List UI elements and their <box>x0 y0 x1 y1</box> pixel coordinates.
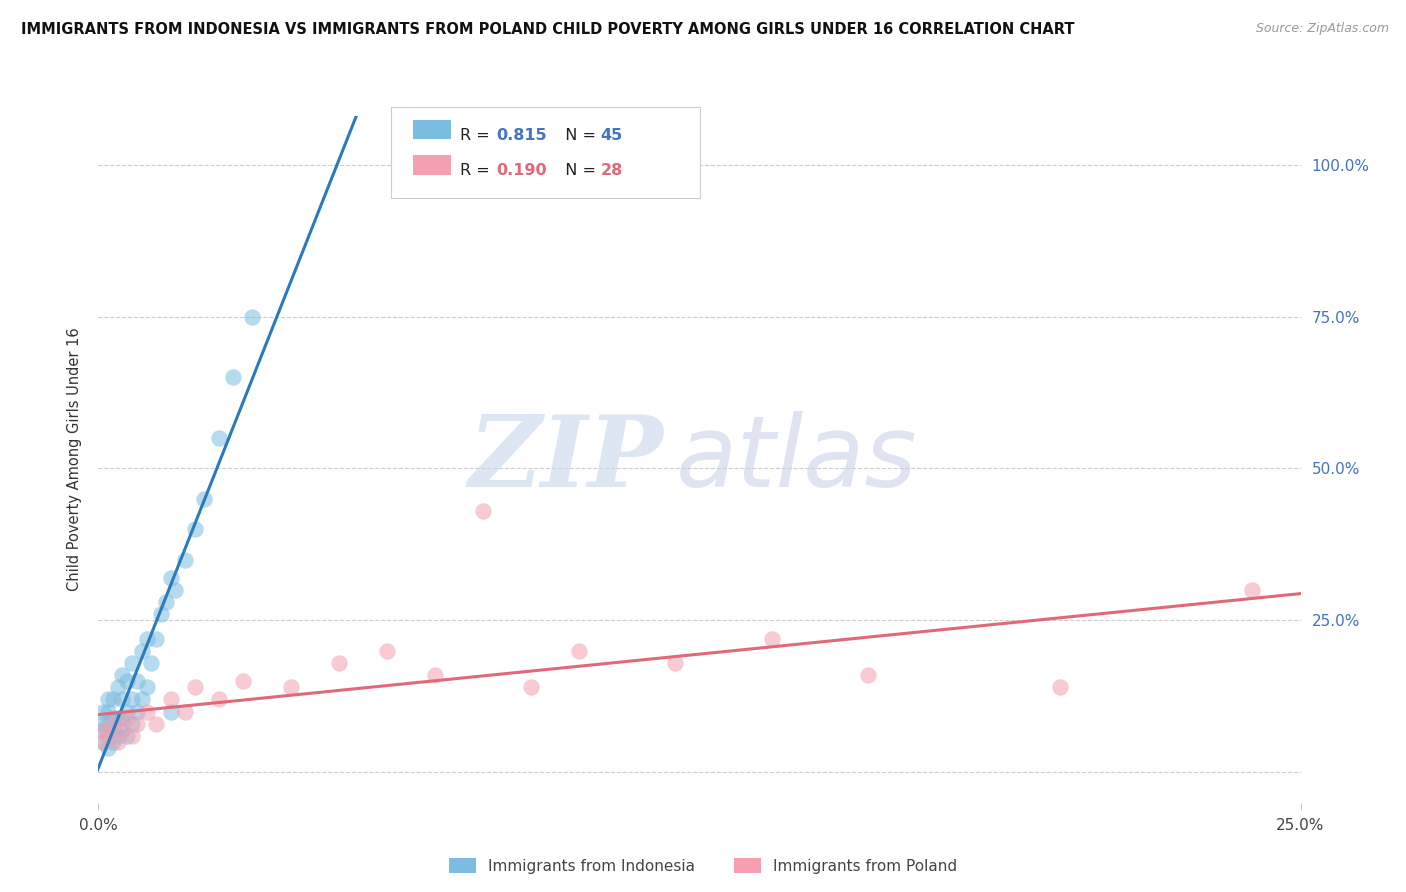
Point <box>165 583 187 598</box>
Point <box>101 692 124 706</box>
Point <box>280 681 302 695</box>
Text: R =: R = <box>460 163 495 178</box>
Point <box>761 632 783 646</box>
Point <box>141 656 163 670</box>
Point <box>111 692 134 706</box>
Point <box>101 735 124 749</box>
Point <box>1049 681 1071 695</box>
Point <box>101 723 124 737</box>
Point <box>145 632 167 646</box>
Point <box>664 656 686 670</box>
Point <box>97 729 120 743</box>
Point <box>240 310 263 324</box>
Point <box>183 681 205 695</box>
Point <box>107 681 129 695</box>
Point <box>328 656 350 670</box>
Point <box>97 716 120 731</box>
Legend: Immigrants from Indonesia, Immigrants from Poland: Immigrants from Indonesia, Immigrants fr… <box>443 852 963 880</box>
Point <box>125 705 148 719</box>
Point <box>174 705 197 719</box>
Point <box>520 681 543 695</box>
Point <box>101 711 124 725</box>
Point <box>111 723 134 737</box>
Point <box>125 716 148 731</box>
Point <box>111 668 134 682</box>
Point <box>131 644 153 658</box>
Text: 0.815: 0.815 <box>496 128 547 143</box>
Text: 0.190: 0.190 <box>496 163 547 178</box>
Point <box>183 522 205 536</box>
Point <box>107 729 129 743</box>
Point <box>91 735 114 749</box>
Point <box>101 716 124 731</box>
Text: N =: N = <box>555 163 602 178</box>
Text: 45: 45 <box>600 128 623 143</box>
Text: atlas: atlas <box>675 411 917 508</box>
Point <box>121 692 143 706</box>
Point <box>423 668 446 682</box>
Text: Source: ZipAtlas.com: Source: ZipAtlas.com <box>1256 22 1389 36</box>
Point <box>107 735 129 749</box>
Point <box>856 668 879 682</box>
Point <box>472 504 495 518</box>
Point <box>97 705 120 719</box>
Point <box>117 711 139 725</box>
Point <box>208 431 231 445</box>
Point <box>375 644 398 658</box>
Text: N =: N = <box>555 128 602 143</box>
Point <box>121 729 143 743</box>
Point <box>125 674 148 689</box>
Point <box>149 607 172 622</box>
Y-axis label: Child Poverty Among Girls Under 16: Child Poverty Among Girls Under 16 <box>67 327 83 591</box>
Point <box>174 552 197 566</box>
Point <box>159 571 181 585</box>
Point <box>135 681 157 695</box>
Point <box>97 741 120 756</box>
Point <box>107 711 129 725</box>
Text: R =: R = <box>460 128 495 143</box>
Point <box>1241 583 1264 598</box>
Point <box>159 692 181 706</box>
Point <box>91 735 114 749</box>
Point <box>117 674 139 689</box>
Point <box>121 716 143 731</box>
Point <box>155 595 177 609</box>
Point <box>145 716 167 731</box>
Point <box>91 723 114 737</box>
Point <box>97 692 120 706</box>
Point <box>208 692 231 706</box>
Point <box>91 705 114 719</box>
Point <box>193 491 215 506</box>
Point <box>159 705 181 719</box>
Point <box>111 711 134 725</box>
Point <box>97 729 120 743</box>
Point <box>135 705 157 719</box>
Text: ZIP: ZIP <box>468 411 664 508</box>
Text: IMMIGRANTS FROM INDONESIA VS IMMIGRANTS FROM POLAND CHILD POVERTY AMONG GIRLS UN: IMMIGRANTS FROM INDONESIA VS IMMIGRANTS … <box>21 22 1074 37</box>
Point <box>117 729 139 743</box>
Point <box>222 370 245 384</box>
Point <box>111 723 134 737</box>
Point <box>135 632 157 646</box>
Point <box>121 656 143 670</box>
Point <box>232 674 254 689</box>
Point <box>91 716 114 731</box>
Point <box>131 692 153 706</box>
Point <box>91 723 114 737</box>
Text: 28: 28 <box>600 163 623 178</box>
Point <box>568 644 591 658</box>
Point <box>117 705 139 719</box>
